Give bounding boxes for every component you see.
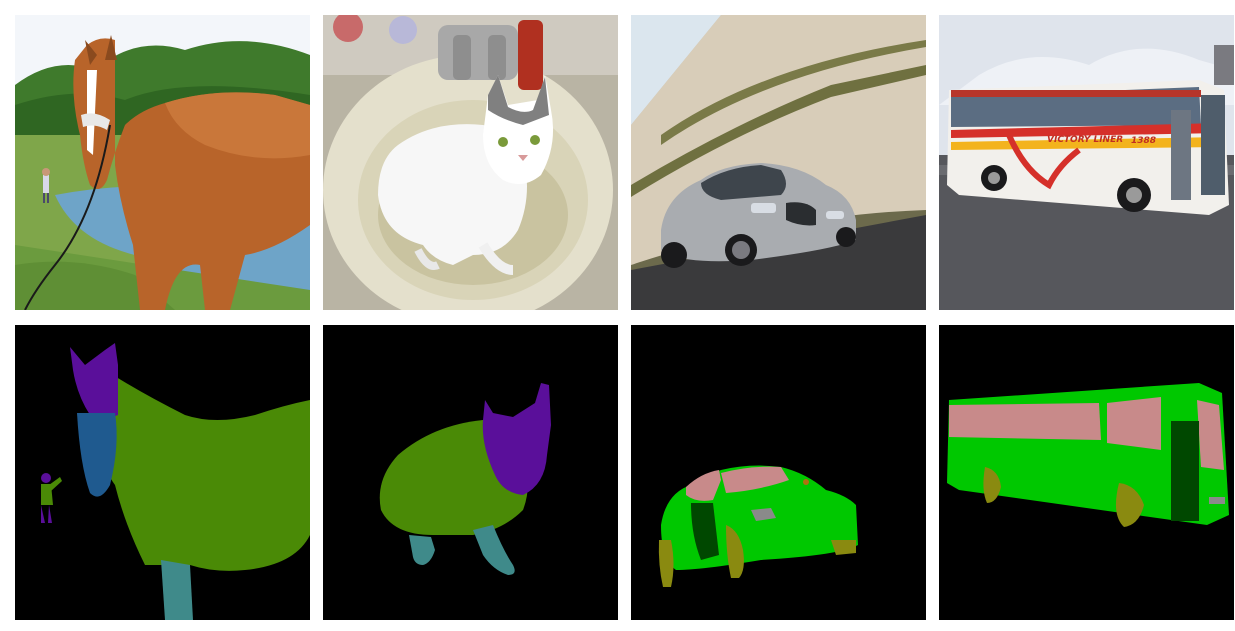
car-segmentation-mask — [631, 325, 926, 620]
cat-photo — [323, 15, 618, 310]
bus-company-name: VICTORY LINER — [1047, 135, 1123, 145]
horse-photo — [15, 15, 310, 310]
horse-segmentation-mask — [15, 325, 310, 620]
horse-mask-drawing — [15, 325, 310, 620]
bus-number: 1388 — [1131, 136, 1156, 146]
car-photo — [631, 15, 926, 310]
cat-photo-drawing — [323, 15, 618, 310]
bus-photo: VICTORY LINER 1388 — [939, 15, 1234, 310]
bus-segmentation-mask — [939, 325, 1234, 620]
bus-mask-drawing — [939, 325, 1234, 620]
car-photo-drawing — [631, 15, 926, 310]
bus-photo-drawing: VICTORY LINER 1388 — [939, 15, 1234, 310]
horse-photo-drawing — [15, 15, 310, 310]
cat-mask-drawing — [323, 325, 618, 620]
car-mask-drawing — [631, 325, 926, 620]
cat-segmentation-mask — [323, 325, 618, 620]
